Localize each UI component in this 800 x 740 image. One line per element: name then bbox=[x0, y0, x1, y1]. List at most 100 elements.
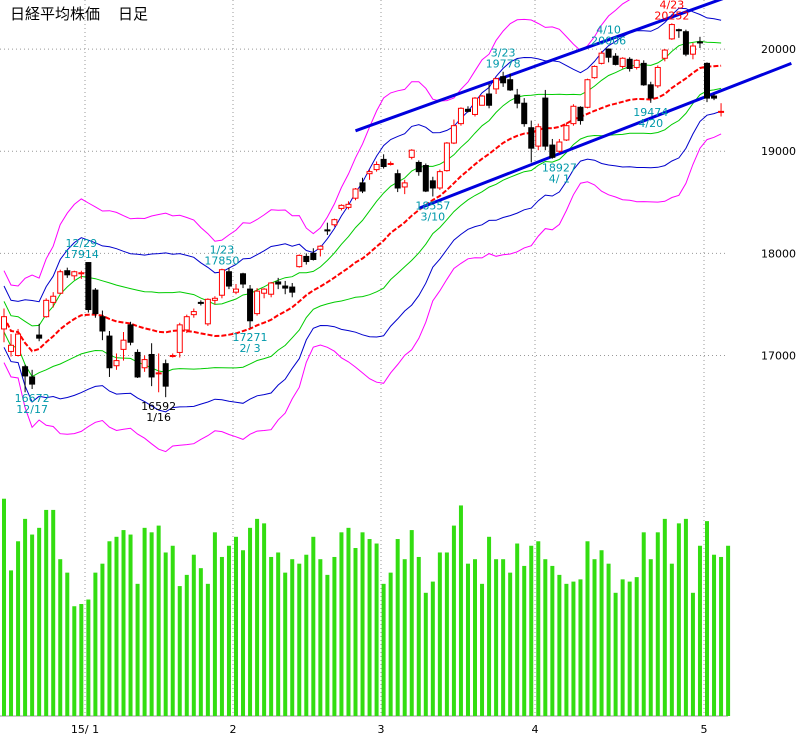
annotation-value: 19474 bbox=[633, 106, 668, 119]
annotation-date: 4/20 bbox=[638, 117, 663, 130]
candle-body bbox=[331, 219, 338, 226]
candle-body bbox=[682, 31, 689, 55]
volume-bar bbox=[135, 583, 140, 716]
volume-bar bbox=[662, 518, 667, 716]
volume-bar bbox=[16, 541, 21, 716]
candle-body bbox=[113, 360, 120, 367]
volume-bar bbox=[318, 559, 323, 716]
candle-body bbox=[415, 161, 422, 173]
volume-bar bbox=[705, 521, 709, 716]
volume-bar bbox=[613, 592, 618, 716]
candle-body bbox=[373, 163, 380, 171]
candle-body bbox=[338, 204, 345, 209]
volume-bar bbox=[508, 572, 513, 716]
candle-body bbox=[528, 127, 535, 149]
candle-body bbox=[718, 110, 725, 113]
volume-bar bbox=[290, 559, 295, 716]
volume-bar bbox=[9, 570, 14, 716]
candle-body bbox=[71, 271, 78, 277]
candle-body bbox=[696, 41, 703, 44]
subtitle-text: 日足 bbox=[118, 5, 149, 23]
volume-bar bbox=[198, 568, 203, 716]
candle-body bbox=[92, 289, 99, 315]
candle-body bbox=[711, 95, 718, 99]
candle-body bbox=[479, 95, 486, 106]
annotation-value: 18927 bbox=[542, 162, 577, 175]
annotation-value: 18557 bbox=[415, 199, 450, 212]
candle-body bbox=[64, 270, 71, 276]
candle-body bbox=[211, 297, 218, 301]
annotation-date: 4/10 bbox=[596, 23, 621, 36]
volume-bar bbox=[423, 592, 428, 716]
volume-bar bbox=[465, 563, 470, 716]
volume-bar bbox=[402, 559, 407, 716]
band-lower-3sigma bbox=[3, 133, 722, 453]
annotation-date: 3/23 bbox=[491, 47, 516, 60]
candle-body bbox=[310, 252, 317, 260]
volume-bar bbox=[409, 530, 414, 716]
annotation-value: 19778 bbox=[486, 58, 521, 71]
title-text: 日経平均株価 bbox=[10, 5, 101, 23]
volume-bar bbox=[437, 552, 442, 716]
candle-body bbox=[190, 311, 197, 316]
volume-bar bbox=[156, 525, 161, 716]
band-upper-3sigma bbox=[3, 0, 631, 287]
volume-bar bbox=[191, 554, 196, 716]
volume-bar bbox=[23, 518, 28, 716]
axis-labels-layer: 17000 18000 19000 20000 15/ 1 2 3 4 5 bbox=[71, 43, 796, 736]
candle-body bbox=[577, 106, 584, 122]
volume-bar bbox=[719, 556, 724, 716]
volume-bar bbox=[634, 577, 639, 716]
candle-body bbox=[162, 363, 169, 387]
candle-body bbox=[521, 102, 528, 125]
annotation-date: 2/ 3 bbox=[239, 342, 260, 355]
candle-body bbox=[275, 281, 282, 285]
candle-body bbox=[296, 254, 303, 268]
candle-body bbox=[352, 188, 359, 199]
candle-body bbox=[1, 316, 7, 330]
candle-body bbox=[268, 282, 275, 295]
candle-body bbox=[654, 66, 661, 87]
candles-layer bbox=[1, 23, 725, 398]
volume-bar bbox=[2, 498, 6, 716]
volume-bar bbox=[515, 543, 520, 716]
volume-bar bbox=[255, 518, 260, 716]
volume-bar bbox=[149, 532, 154, 716]
candle-body bbox=[324, 229, 331, 232]
x-tick-label: 4 bbox=[532, 723, 539, 736]
candle-body bbox=[85, 262, 92, 311]
volume-bar bbox=[683, 518, 688, 716]
volume-bar bbox=[501, 559, 506, 716]
candle-body bbox=[507, 79, 514, 91]
candle-body bbox=[549, 144, 556, 158]
volume-bar bbox=[543, 559, 548, 716]
candle-body bbox=[457, 107, 464, 125]
candle-body bbox=[472, 97, 479, 115]
candle-body bbox=[317, 245, 324, 250]
band-upper-1sigma bbox=[3, 40, 722, 327]
candle-body bbox=[218, 269, 225, 296]
candle-body bbox=[359, 182, 366, 192]
candle-body bbox=[183, 316, 190, 331]
volume-bar bbox=[283, 572, 288, 716]
candle-body bbox=[633, 59, 640, 68]
volume-bar bbox=[529, 545, 534, 716]
volume-bar bbox=[205, 583, 210, 716]
volume-bar bbox=[620, 579, 625, 716]
candle-body bbox=[43, 299, 50, 318]
candle-body bbox=[380, 158, 387, 168]
candle-body bbox=[647, 84, 654, 99]
volume-bar bbox=[536, 541, 541, 716]
candle-body bbox=[640, 62, 647, 86]
candle-body bbox=[591, 65, 598, 79]
volume-bar bbox=[58, 559, 63, 716]
candle-body bbox=[50, 295, 57, 303]
annotation-date: 4/ 1 bbox=[549, 173, 570, 186]
candle-body bbox=[612, 55, 619, 65]
volume-bar bbox=[578, 579, 583, 716]
candle-body bbox=[254, 290, 261, 315]
candle-body bbox=[619, 57, 626, 67]
candle-body bbox=[689, 45, 696, 55]
candle-body bbox=[556, 141, 563, 152]
candle-body bbox=[422, 165, 429, 192]
